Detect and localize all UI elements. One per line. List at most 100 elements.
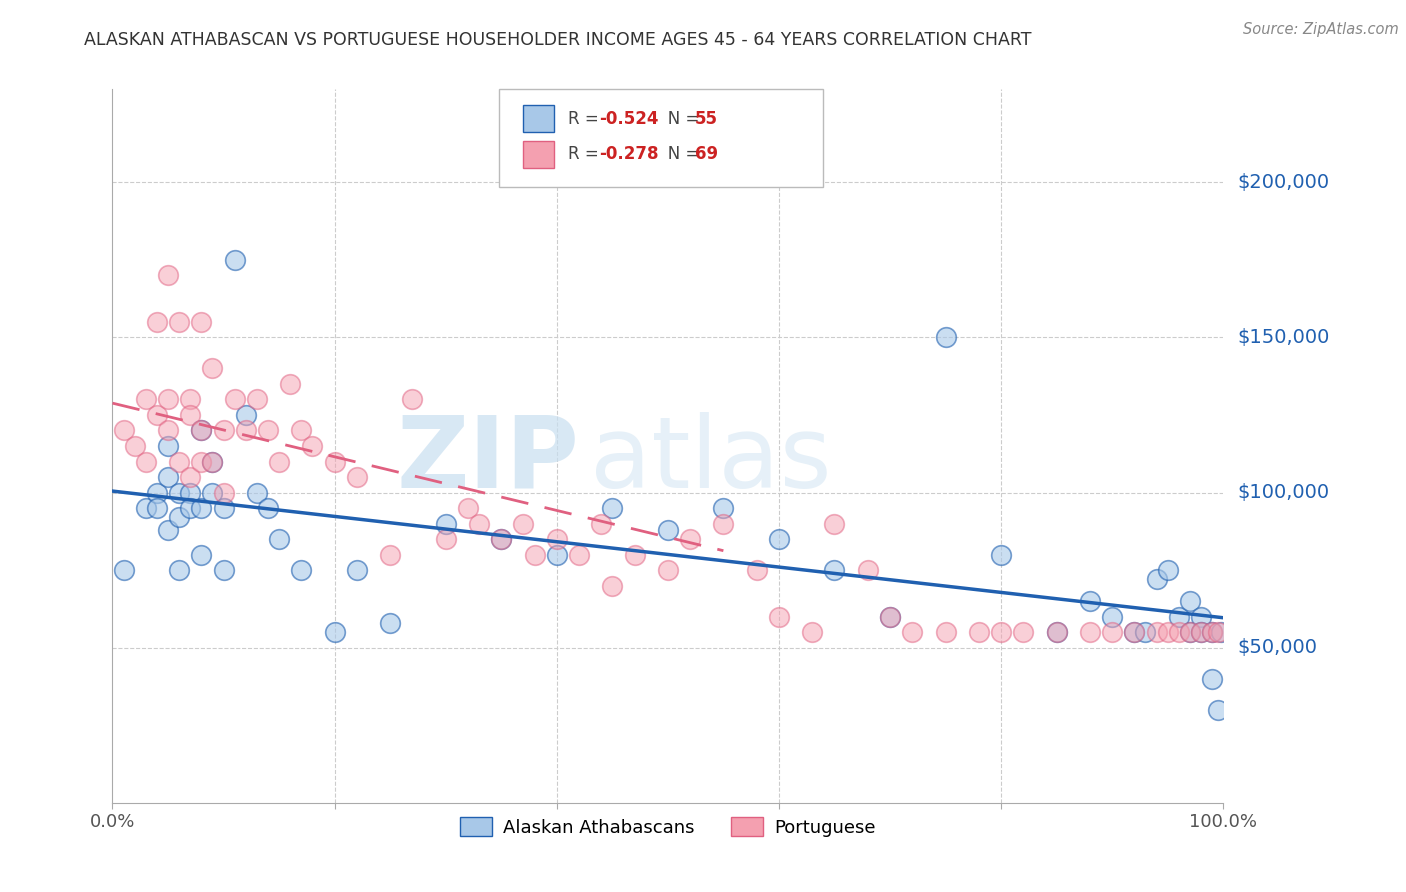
Point <box>768 609 790 624</box>
Point <box>212 485 235 500</box>
Text: -0.524: -0.524 <box>599 110 658 128</box>
Point <box>146 408 169 422</box>
Point <box>146 315 169 329</box>
Point <box>179 485 201 500</box>
Point <box>1206 625 1229 640</box>
Point <box>380 615 402 630</box>
Point <box>401 392 423 407</box>
Point <box>257 424 280 438</box>
Point <box>212 563 235 577</box>
Point <box>713 516 735 531</box>
Point <box>1189 609 1212 624</box>
Point <box>856 563 879 577</box>
Point <box>901 625 924 640</box>
Point <box>135 392 157 407</box>
Point <box>568 548 591 562</box>
Point <box>201 485 224 500</box>
Point <box>167 563 190 577</box>
Point <box>235 424 257 438</box>
Point <box>1167 625 1189 640</box>
Point <box>468 516 491 531</box>
Point <box>380 548 402 562</box>
Point <box>179 392 201 407</box>
Point <box>935 625 957 640</box>
Point <box>967 625 990 640</box>
Point <box>1178 594 1201 608</box>
Point <box>1123 625 1146 640</box>
Text: N =: N = <box>652 110 704 128</box>
Text: R =: R = <box>568 145 605 163</box>
Point <box>935 330 957 344</box>
Point <box>146 501 169 516</box>
Point <box>1123 625 1146 640</box>
Point <box>602 501 624 516</box>
Point <box>246 485 269 500</box>
Point <box>201 454 224 468</box>
Point <box>1101 625 1123 640</box>
Point <box>623 548 645 562</box>
Point <box>323 625 346 640</box>
Point <box>157 523 180 537</box>
Point <box>224 252 246 267</box>
Point <box>201 361 224 376</box>
Point <box>323 454 346 468</box>
Point <box>1178 625 1201 640</box>
Point <box>546 532 568 546</box>
Point <box>1209 625 1232 640</box>
Text: 55: 55 <box>695 110 717 128</box>
Point <box>1156 563 1178 577</box>
Point <box>1201 625 1223 640</box>
Point <box>801 625 824 640</box>
Text: ZIP: ZIP <box>396 412 579 508</box>
Point <box>190 454 212 468</box>
Point <box>1045 625 1069 640</box>
Point <box>135 501 157 516</box>
Point <box>824 563 846 577</box>
Point <box>1189 625 1212 640</box>
Point <box>112 424 135 438</box>
Point <box>290 563 312 577</box>
Text: $200,000: $200,000 <box>1237 173 1329 192</box>
Point <box>713 501 735 516</box>
Point <box>201 454 224 468</box>
Point <box>346 563 368 577</box>
Point <box>745 563 768 577</box>
Point <box>190 501 212 516</box>
Point <box>1101 609 1123 624</box>
Point <box>1135 625 1157 640</box>
Point <box>657 523 679 537</box>
Point <box>157 392 180 407</box>
Point <box>157 439 180 453</box>
Legend: Alaskan Athabascans, Portuguese: Alaskan Athabascans, Portuguese <box>453 810 883 844</box>
Point <box>768 532 790 546</box>
Text: $50,000: $50,000 <box>1237 638 1317 657</box>
Point <box>489 532 512 546</box>
Point <box>489 532 512 546</box>
Point <box>1078 625 1101 640</box>
Point <box>434 532 457 546</box>
Point <box>301 439 323 453</box>
Point <box>591 516 613 531</box>
Point <box>167 454 190 468</box>
Point <box>278 376 301 391</box>
Point <box>179 501 201 516</box>
Point <box>124 439 146 453</box>
Point <box>267 454 291 468</box>
Point <box>212 424 235 438</box>
Point <box>546 548 568 562</box>
Point <box>1012 625 1035 640</box>
Point <box>990 548 1012 562</box>
Point <box>235 408 257 422</box>
Point <box>224 392 246 407</box>
Point <box>1206 703 1229 717</box>
Point <box>167 315 190 329</box>
Point <box>135 454 157 468</box>
Point <box>190 424 212 438</box>
Point <box>179 470 201 484</box>
Point <box>157 268 180 283</box>
Point <box>457 501 479 516</box>
Point <box>1156 625 1178 640</box>
Point <box>190 315 212 329</box>
Point <box>167 485 190 500</box>
Point <box>212 501 235 516</box>
